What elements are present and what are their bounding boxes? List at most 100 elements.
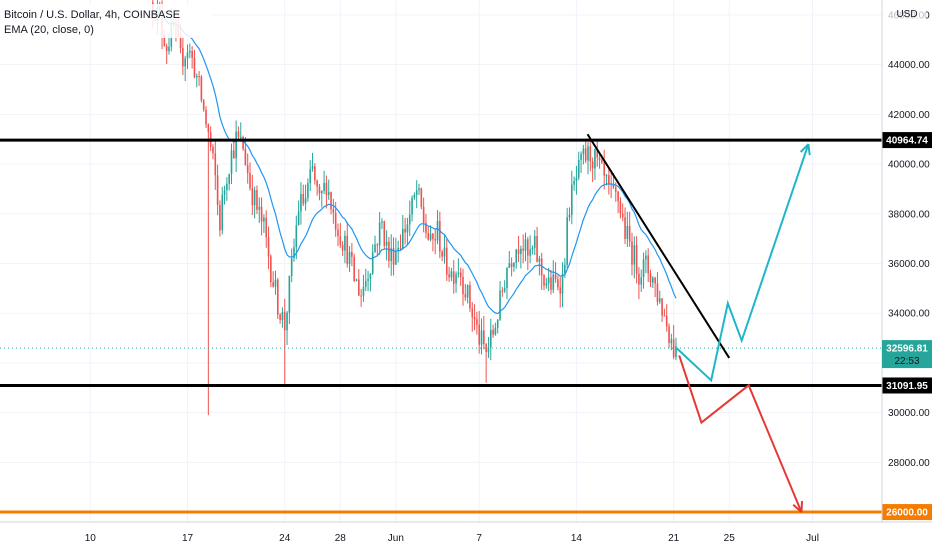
ema-legend[interactable]: EMA (20, close, 0) xyxy=(4,24,94,36)
candle-body xyxy=(244,148,247,166)
currency-label[interactable]: USD xyxy=(896,9,917,20)
candle-body xyxy=(529,249,531,256)
gridlines xyxy=(0,0,882,522)
candle-body xyxy=(559,287,562,294)
candle-body xyxy=(466,285,469,298)
candle-body xyxy=(605,175,608,177)
candle-body xyxy=(385,241,388,246)
candle-body xyxy=(536,236,538,262)
level-price-badge xyxy=(882,132,932,149)
candle-body xyxy=(337,229,339,237)
candle-body xyxy=(235,131,237,159)
candle-body xyxy=(455,274,457,284)
candle-body xyxy=(369,273,372,279)
candle-body xyxy=(448,274,450,278)
price-axis[interactable]: 28000.0030000.0032000.0034000.0036000.00… xyxy=(888,10,930,468)
candle-body xyxy=(443,247,446,257)
candle-body xyxy=(533,236,536,248)
level-price-label: 40964.74 xyxy=(886,136,928,147)
candle-body xyxy=(228,173,230,184)
candle-body xyxy=(200,76,203,101)
candle-body xyxy=(647,255,649,274)
horizontal-levels[interactable]: 40964.74 31091.95 26000.00 xyxy=(0,132,932,521)
candle-body xyxy=(652,277,654,283)
candle-body xyxy=(603,162,606,176)
bullish-projection-arrowhead xyxy=(799,143,810,153)
candle-body xyxy=(304,197,307,204)
level-price-badge xyxy=(882,377,932,394)
y-tick-label: 34000.00 xyxy=(888,309,930,320)
candle-body xyxy=(353,256,355,282)
candle-body xyxy=(297,211,300,226)
drawings[interactable] xyxy=(0,133,882,513)
candle-body xyxy=(582,148,585,155)
candle-body xyxy=(663,315,666,317)
candle-body xyxy=(168,46,170,52)
candle-body xyxy=(439,220,441,252)
candle-body xyxy=(383,221,386,246)
candle-body xyxy=(596,148,599,158)
candle-body xyxy=(351,251,353,257)
candle-body xyxy=(290,258,293,276)
candle-body xyxy=(184,58,187,67)
bullish-projection-arrowhead xyxy=(807,144,811,156)
candle-body xyxy=(182,48,184,67)
candle-body xyxy=(561,273,564,294)
candle-body xyxy=(327,192,330,196)
candle-body xyxy=(422,206,425,224)
candle-body xyxy=(388,241,390,261)
candle-body xyxy=(219,204,221,231)
candle-body xyxy=(457,272,460,275)
y-tick-label: 38000.00 xyxy=(888,209,930,220)
candle-body xyxy=(619,201,622,214)
candle-body xyxy=(452,271,455,284)
candle-body xyxy=(570,184,573,215)
candle-body xyxy=(281,312,284,321)
candle-body xyxy=(645,255,647,260)
candle-body xyxy=(478,324,481,345)
candle-body xyxy=(272,282,274,287)
y-tick-label: 44000.00 xyxy=(888,60,930,71)
candle-body xyxy=(670,339,673,344)
candle-body xyxy=(633,245,636,265)
candle-body xyxy=(189,50,191,53)
current-price-label: 32596.81 xyxy=(886,344,928,355)
candle-body xyxy=(552,274,555,290)
bearish-projection[interactable] xyxy=(678,355,803,513)
candle-body xyxy=(404,228,406,233)
candle-body xyxy=(473,317,476,320)
bullish-projection[interactable] xyxy=(675,143,810,383)
candle-body xyxy=(499,290,501,320)
candle-body xyxy=(415,190,418,196)
level-price-badge xyxy=(882,504,932,521)
candle-body xyxy=(503,288,506,292)
candle-body xyxy=(358,279,360,296)
candle-body xyxy=(221,195,224,231)
candle-body xyxy=(195,76,198,78)
candle-body xyxy=(320,191,323,194)
trendline[interactable] xyxy=(586,133,731,359)
candle-body xyxy=(381,221,383,223)
candle-body xyxy=(515,249,518,263)
candle-body xyxy=(360,295,362,297)
candle-body xyxy=(642,259,645,278)
bearish-projection-arrowhead xyxy=(792,504,803,513)
bearish-projection-arrowhead xyxy=(800,501,804,513)
candle-body xyxy=(260,206,263,222)
x-tick-label: 10 xyxy=(85,533,97,544)
candle-body xyxy=(198,76,200,78)
candle-body xyxy=(425,223,427,233)
candle-body xyxy=(212,146,214,154)
x-tick-label: 24 xyxy=(279,533,291,544)
symbol-title[interactable]: Bitcoin / U.S. Dollar, 4h, COINBASE xyxy=(4,9,180,21)
candle-body xyxy=(459,272,462,277)
candle-body xyxy=(265,217,268,238)
candle-body xyxy=(309,169,312,184)
candle-body xyxy=(575,177,578,181)
candle-body xyxy=(163,34,166,47)
candle-body xyxy=(293,247,295,259)
candle-body xyxy=(395,251,397,265)
candle-body xyxy=(675,346,677,358)
time-axis[interactable]: 10 17 24 28 Jun 7 14 21 25 Jul xyxy=(85,533,819,544)
